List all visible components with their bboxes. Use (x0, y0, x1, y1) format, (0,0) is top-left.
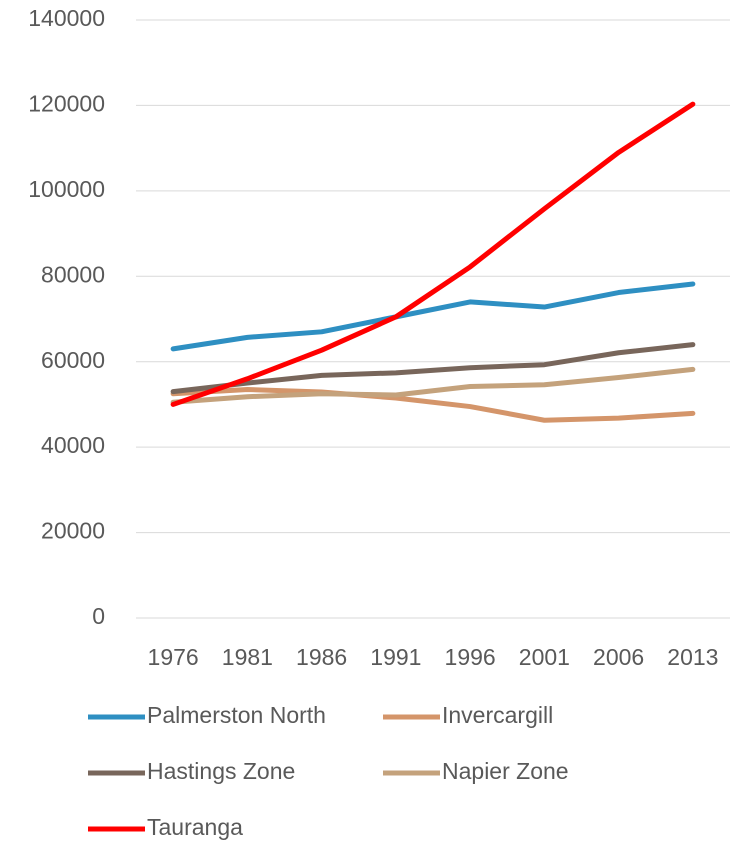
legend-label: Napier Zone (442, 758, 569, 784)
x-tick-label: 1986 (296, 644, 347, 670)
series-line (170, 281, 696, 352)
legend-label: Palmerston North (147, 702, 326, 728)
x-tick-label: 1996 (445, 644, 496, 670)
series-line (170, 101, 696, 407)
y-tick-label: 80000 (41, 261, 105, 287)
x-tick-label: 2001 (519, 644, 570, 670)
series-line (170, 366, 696, 405)
y-tick-label: 20000 (41, 518, 105, 544)
legend-label: Tauranga (147, 814, 243, 840)
y-tick-label: 40000 (41, 432, 105, 458)
legend-label: Invercargill (442, 702, 553, 728)
x-tick-label: 1991 (370, 644, 421, 670)
legend-label: Hastings Zone (147, 758, 295, 784)
x-tick-label: 2013 (667, 644, 718, 670)
y-tick-label: 120000 (28, 91, 105, 117)
y-tick-label: 140000 (28, 5, 105, 31)
series-line (170, 386, 696, 423)
series-line (170, 342, 696, 395)
x-tick-label: 1976 (148, 644, 199, 670)
y-tick-label: 60000 (41, 347, 105, 373)
x-tick-label: 1981 (222, 644, 273, 670)
y-tick-label: 0 (92, 603, 105, 629)
y-tick-label: 100000 (28, 176, 105, 202)
x-tick-label: 2006 (593, 644, 644, 670)
